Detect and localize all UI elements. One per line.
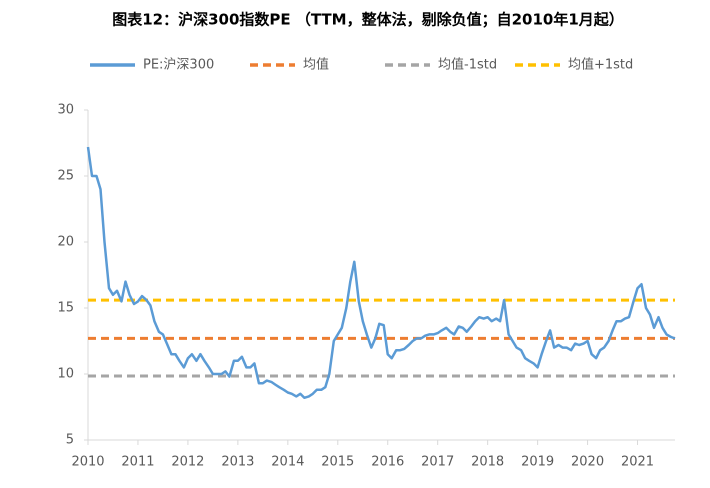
x-tick-label: 2012 (171, 455, 204, 470)
x-tick-label: 2010 (71, 455, 104, 470)
y-tick-label: 5 (66, 433, 74, 448)
x-tick-label: 2013 (221, 455, 254, 470)
x-tick-label: 2017 (421, 455, 454, 470)
data-line (86, 146, 676, 400)
legend-label: PE:沪深300 (143, 57, 214, 73)
x-tick-label: 2014 (271, 455, 304, 470)
x-tick-label: 2021 (621, 455, 654, 470)
x-tick-label: 2016 (371, 455, 404, 470)
x-tick-label: 2011 (121, 455, 154, 470)
legend-label: 均值-1std (438, 57, 497, 73)
legend-label: 均值 (303, 57, 329, 73)
y-tick-label: 30 (57, 103, 74, 118)
y-tick-label: 25 (57, 169, 74, 184)
chart-title: 图表12：沪深300指数PE （TTM，整体法，剔除负值；自2010年1月起） (112, 11, 624, 29)
x-tick-label: 2019 (521, 455, 554, 470)
x-tick-label: 2018 (471, 455, 504, 470)
y-tick-label: 10 (57, 367, 74, 382)
y-tick-label: 20 (57, 235, 74, 250)
x-tick-label: 2020 (571, 455, 604, 470)
x-tick-label: 2015 (321, 455, 354, 470)
y-tick-label: 15 (57, 301, 74, 316)
legend-label: 均值+1std (568, 57, 633, 73)
